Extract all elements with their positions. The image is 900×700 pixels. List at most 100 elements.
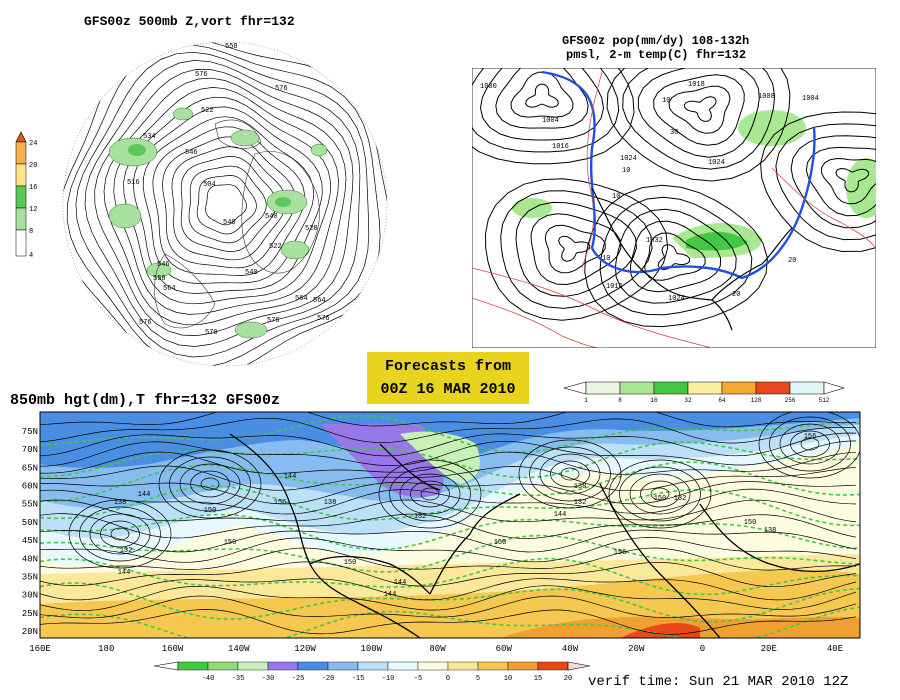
hemi-contour-label: 540 <box>223 219 236 227</box>
850mb-map-title: 850mb hgt(dm),T fhr=132 GFS00z <box>10 392 281 409</box>
temp-colorbar-label: -30 <box>262 675 275 683</box>
latitude-label: 45N <box>22 536 38 546</box>
temp-colorbar-label: -15 <box>352 675 365 683</box>
latitude-label: 30N <box>22 591 38 601</box>
regional-contour-label: 30 <box>670 129 678 137</box>
regional-contour-label: 1004 <box>542 117 559 125</box>
pop-swatch <box>755 381 791 395</box>
height-contour-label: 132 <box>674 495 687 503</box>
latitude-label: 40N <box>22 554 38 564</box>
850mb-temperature-map: 75N 70N 65N 60N 55N 50N 45N 40N 35N 30N 25N 20N 160… <box>22 411 861 654</box>
temp-colorbar-label: 20 <box>564 675 572 683</box>
temp-colorbar-label: 10 <box>504 675 512 683</box>
hemi-contour-label: 564 <box>163 285 176 293</box>
hemi-contour-label: 540 <box>265 213 278 221</box>
hemi-contour-label: 576 <box>317 315 330 323</box>
hemi-contour-label: 516 <box>127 179 140 187</box>
hemi-contour-label: 558 <box>225 43 238 51</box>
pop-swatch <box>653 381 689 395</box>
forecast-init-label: Forecasts from <box>384 358 512 375</box>
hemispheric-map-title: GFS00z 500mb Z,vort fhr=132 <box>84 14 295 29</box>
regional-contour-label: 1008 <box>758 93 775 101</box>
temp-colorbar-label: -35 <box>232 675 245 683</box>
temp-colorbar-label: 0 <box>446 675 450 683</box>
hemi-contour-label: 558 <box>153 275 166 283</box>
longitude-label: 180 <box>98 644 114 654</box>
regional-contour-label: 10 <box>622 167 630 175</box>
regional-contour-label: 10 <box>602 255 610 263</box>
temp-swatch <box>357 661 389 671</box>
regional-contour-label: 1024 <box>620 155 637 163</box>
latitude-label: 75N <box>22 427 38 437</box>
vort-colorbar-label: 8 <box>29 228 33 236</box>
regional-contour-label: 1024 <box>708 159 725 167</box>
vort-swatch <box>15 163 27 187</box>
temp-colorbar-label: -5 <box>414 675 422 683</box>
vort-swatch <box>15 185 27 209</box>
vort-swatch <box>15 207 27 231</box>
hemi-contour-label: 576 <box>195 71 208 79</box>
longitude-label: 160W <box>162 644 184 654</box>
longitude-label: 0 <box>700 644 705 654</box>
pop-swatch <box>585 381 621 395</box>
hemi-contour-label: 576 <box>139 319 152 327</box>
precip-colorbar: 1 8 16 32 64 128 256 512 <box>562 381 846 404</box>
hemi-contour-label: 564 <box>295 295 308 303</box>
pop-colorbar-label: 256 <box>785 397 796 404</box>
hemi-contour-label: 534 <box>143 133 156 141</box>
temp-swatch <box>267 661 299 671</box>
height-contour-label: 156 <box>804 433 817 441</box>
temp-swatch <box>417 661 449 671</box>
temperature-colorbar: -40-35-30-25-20-15-10-50510152025 <box>153 661 590 683</box>
vort-colorbar-label: 4 <box>29 252 33 260</box>
regional-contour-label: 1000 <box>480 83 497 91</box>
regional-contour-label: 1018 <box>688 81 705 89</box>
temp-colorbar-label: -10 <box>382 675 395 683</box>
hemi-contour-label: 576 <box>275 85 288 93</box>
height-contour-label: 138 <box>574 483 587 491</box>
pop-colorbar-label: 1 <box>584 397 588 404</box>
height-contour-label: 156 <box>614 549 627 557</box>
regional-map-title-line2: pmsl, 2-m temp(C) fhr=132 <box>566 48 747 62</box>
latitude-label: 35N <box>22 572 38 582</box>
height-contour-label: 144 <box>384 591 397 599</box>
latitude-label: 60N <box>22 482 38 492</box>
height-contour-label: 144 <box>554 511 567 519</box>
pop-colorbar-label: 32 <box>684 397 692 404</box>
temp-colorbar-label: -25 <box>292 675 305 683</box>
height-contour-label: 150 <box>204 507 217 515</box>
regional-contour-label: 1032 <box>646 237 663 245</box>
temp-swatch <box>477 661 509 671</box>
height-contour-label: 150 <box>654 495 667 503</box>
vort-colorbar-label: 16 <box>29 184 37 192</box>
regional-contour-label: 1024 <box>668 295 685 303</box>
height-contour-label: 132 <box>414 513 427 521</box>
pop-swatch <box>721 381 757 395</box>
hemi-contour-label: 522 <box>269 243 282 251</box>
temp-swatch <box>537 661 569 671</box>
vort-colorbar-label: 12 <box>29 206 37 214</box>
longitude-label: 120W <box>294 644 316 654</box>
regional-contour-label: 1016 <box>606 283 623 291</box>
temp-swatch <box>297 661 329 671</box>
hemi-contour-label: 522 <box>201 107 214 115</box>
height-contour-label: 150 <box>494 539 507 547</box>
temp-swatch <box>207 661 239 671</box>
height-contour-label: 144 <box>284 473 297 481</box>
latitude-label: 65N <box>22 463 38 473</box>
longitude-label: 140W <box>228 644 250 654</box>
height-contour-label: 132 <box>574 499 587 507</box>
height-contour-label: 138 <box>114 499 127 507</box>
height-contour-label: 144 <box>138 491 151 499</box>
longitude-label: 40W <box>562 644 579 654</box>
latitude-label: 25N <box>22 609 38 619</box>
height-contour-label: 138 <box>764 527 777 535</box>
hemi-contour-label: 504 <box>203 181 216 189</box>
latitude-label: 70N <box>22 445 38 455</box>
vort-swatch <box>15 141 27 165</box>
temp-swatch <box>447 661 479 671</box>
longitude-label: 80W <box>429 644 446 654</box>
regional-contour-label: 10 <box>662 97 670 105</box>
temp-swatch <box>387 661 419 671</box>
temp-colorbar-label: 5 <box>476 675 480 683</box>
